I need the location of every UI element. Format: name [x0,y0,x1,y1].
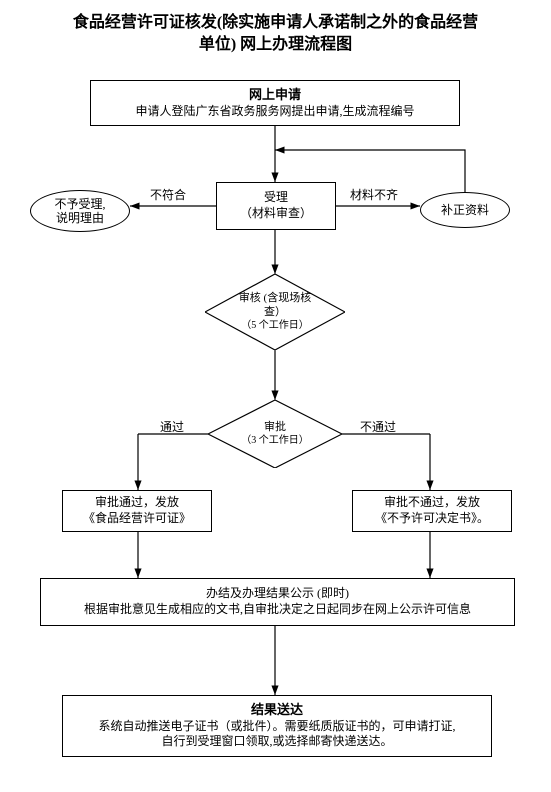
node-approve: 审批 （3 个工作日） [208,400,342,468]
apply-header: 网上申请 [249,87,301,104]
accept-line2: （材料审查） [240,206,312,222]
publish-header: 办结及办理结果公示 (即时) [206,586,349,602]
accept-line1: 受理 [264,190,288,206]
label-incomplete: 材料不齐 [350,186,398,203]
node-fail: 审批不通过，发放 《不予许可决定书》。 [352,490,512,532]
label-not-pass: 不通过 [360,418,396,435]
deliver-line1: 系统自动推送电子证书（或批件）。需要纸质版证书的，可申请打证, [98,719,455,735]
node-supplement: 补正资料 [420,192,510,228]
node-reject: 不予受理, 说明理由 [30,190,130,232]
review-text: 审核 (含现场核 查） （5 个工作日） [205,274,345,350]
node-deliver: 结果送达 系统自动推送电子证书（或批件）。需要纸质版证书的，可申请打证, 自行到… [62,695,492,757]
apply-text: 申请人登陆广东省政务服务网提出申请,生成流程编号 [135,104,414,120]
page-root: 食品经营许可证核发(除实施申请人承诺制之外的食品经营 单位) 网上办理流程图 [0,0,551,792]
publish-text: 根据审批意见生成相应的文书,自审批决定之日起同步在网上公示许可信息 [84,602,471,618]
supplement-text: 补正资料 [441,203,489,217]
pass-line2: 《食品经营许可证》 [83,511,191,527]
deliver-line2: 自行到受理窗口领取,或选择邮寄快递送达。 [161,734,392,750]
label-pass: 通过 [160,418,184,435]
node-accept: 受理 （材料审查） [216,182,336,230]
label-not-conform: 不符合 [150,186,186,203]
fail-line2: 《不予许可决定书》。 [375,511,489,527]
reject-text: 不予受理, 说明理由 [54,197,105,226]
approve-text: 审批 （3 个工作日） [208,400,342,468]
node-pass: 审批通过，发放 《食品经营许可证》 [62,490,212,532]
pass-line1: 审批通过，发放 [95,495,179,511]
node-review: 审核 (含现场核 查） （5 个工作日） [205,274,345,350]
node-publish: 办结及办理结果公示 (即时) 根据审批意见生成相应的文书,自审批决定之日起同步在… [40,578,515,626]
deliver-header: 结果送达 [251,702,303,719]
fail-line1: 审批不通过，发放 [384,495,480,511]
node-apply: 网上申请 申请人登陆广东省政务服务网提出申请,生成流程编号 [90,80,460,126]
